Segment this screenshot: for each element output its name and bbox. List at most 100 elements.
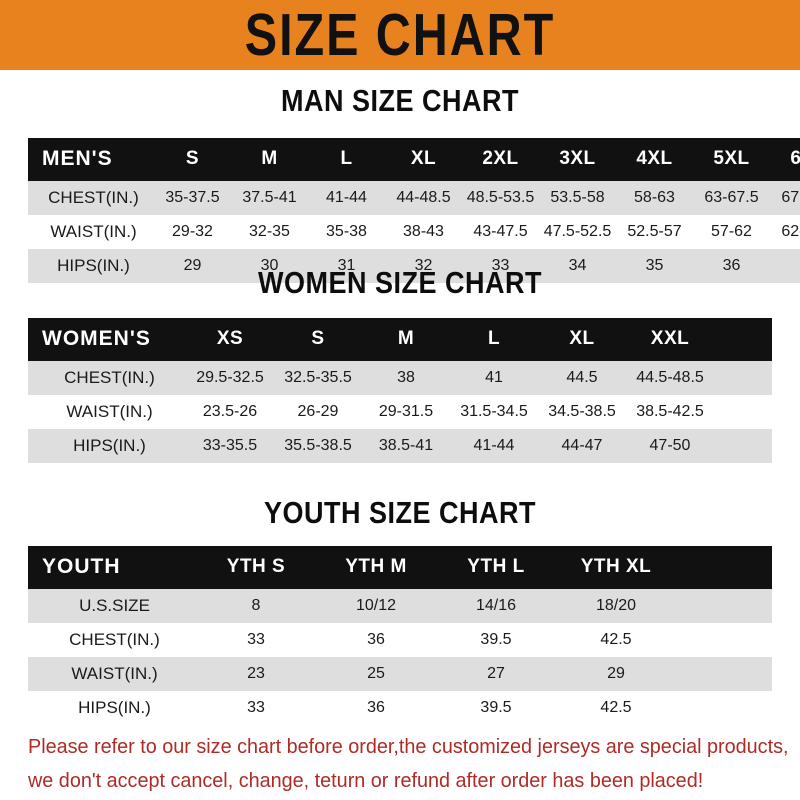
cell: 39.5 [480,699,512,716]
men-size-table: MEN'S S M L XL 2XL 3XL 4XL 5XL 6XL CHEST… [28,138,800,283]
women-col-header: XL [569,328,595,349]
cell: 32 [414,257,433,274]
cell: 33 [247,699,265,716]
cell: 44.5 [566,369,598,386]
cell: 41-44 [326,189,367,206]
row-label: CHEST(IN.) [69,630,160,649]
cell: 39.5 [480,631,512,648]
cell: 27 [487,665,505,682]
page-title: SIZE CHART [244,1,556,69]
cell: 26-29 [297,403,339,420]
men-col-header: XL [410,148,437,169]
cell: 23.5-26 [202,403,258,420]
cell: 31 [337,257,356,274]
women-col-header: L [487,328,501,349]
cell: 33-35.5 [202,437,258,454]
cell: 29.5-32.5 [196,369,264,386]
row-label: WAIST(IN.) [71,664,158,683]
order-disclaimer: Please refer to our size chart before or… [28,730,789,798]
cell: 10/12 [355,597,397,614]
cell-spacer [714,395,772,429]
youth-table-header-label: YOUTH [42,555,121,578]
section-title-women: WOMEN SIZE CHART [258,266,542,300]
cell: 29-32 [172,223,213,240]
cell: 29 [607,665,625,682]
cell: 18/20 [595,597,637,614]
section-title-man: MAN SIZE CHART [281,84,519,118]
cell: 29-31.5 [378,403,434,420]
cell: 32.5-35.5 [284,369,352,386]
youth-table-header-row: YOUTH YTH S YTH M YTH L YTH XL [28,546,772,589]
row-label: HIPS(IN.) [78,698,151,717]
table-row: CHEST(IN.) 33 36 39.5 42.5 [28,623,772,657]
table-row: U.S.SIZE 8 10/12 14/16 18/20 [28,589,772,623]
cell-spacer [676,623,772,657]
table-row: HIPS(IN.) 33-35.5 35.5-38.5 38.5-41 41-4… [28,429,772,463]
cell: 62-66.5 [781,223,800,240]
cell: 58-63 [634,189,675,206]
cell: 14/16 [475,597,517,614]
cell: 31.5-34.5 [460,403,528,420]
cell: 29 [183,257,202,274]
cell: 47.5-52.5 [543,223,612,240]
cell-spacer [676,589,772,623]
cell: 57-62 [711,223,752,240]
row-label: CHEST(IN.) [48,188,139,207]
men-table-header-row: MEN'S S M L XL 2XL 3XL 4XL 5XL 6XL [28,138,800,181]
men-table-header-label: MEN'S [42,147,113,170]
cell: 38 [397,369,415,386]
disclaimer-line-1: Please refer to our size chart before or… [28,736,789,758]
cell: 36 [367,699,385,716]
women-header-spacer [714,318,772,361]
row-label: HIPS(IN.) [57,256,130,275]
youth-col-header: YTH S [226,556,286,577]
table-row: WAIST(IN.) 29-32 32-35 35-38 38-43 43-47… [28,215,800,249]
cell: 38.5-41 [378,437,434,454]
table-row: HIPS(IN.) 33 36 39.5 42.5 [28,691,772,725]
page-banner: SIZE CHART [0,0,800,70]
cell: 44-47 [561,437,603,454]
cell: 35-38 [326,223,367,240]
disclaimer-line-2: we don't accept cancel, change, teturn o… [28,770,704,792]
row-label: CHEST(IN.) [64,368,155,387]
cell: 33 [491,257,510,274]
table-row: CHEST(IN.) 35-37.5 37.5-41 41-44 44-48.5… [28,181,800,215]
women-col-header: XS [216,328,244,349]
cell: 42.5 [600,631,632,648]
cell: 47-50 [649,437,691,454]
cell: 42.5 [600,699,632,716]
cell: 38.5-42.5 [636,403,704,420]
cell: 34 [568,257,587,274]
women-col-header: S [311,328,325,349]
cell: 44.5-48.5 [636,369,704,386]
cell: 41-44 [473,437,515,454]
table-row: CHEST(IN.) 29.5-32.5 32.5-35.5 38 41 44.… [28,361,772,395]
women-table-header-label: WOMEN'S [42,327,151,350]
men-col-header: 4XL [636,148,673,169]
row-label: HIPS(IN.) [73,436,146,455]
cell: 30 [260,257,279,274]
men-col-header: S [185,148,200,169]
cell: 35-37.5 [165,189,220,206]
cell: 36 [367,631,385,648]
cell: 52.5-57 [627,223,682,240]
cell: 34.5-38.5 [548,403,616,420]
row-label: WAIST(IN.) [66,402,153,421]
table-row: HIPS(IN.) 29 30 31 32 33 34 35 36 37 [28,249,800,283]
cell: 38-43 [403,223,444,240]
cell-spacer [676,657,772,691]
cell: 63-67.5 [704,189,759,206]
women-size-table: WOMEN'S XS S M L XL XXL CHEST(IN.) 29.5-… [28,318,772,463]
cell-spacer [714,429,772,463]
cell: 25 [367,665,385,682]
cell: 35 [645,257,664,274]
youth-size-table: YOUTH YTH S YTH M YTH L YTH XL U.S.SIZE … [28,546,772,725]
women-col-header: XXL [650,328,690,349]
youth-col-header: YTH L [467,556,525,577]
women-table-header-row: WOMEN'S XS S M L XL XXL [28,318,772,361]
youth-col-header: YTH XL [580,556,652,577]
men-col-header: 6XL [790,148,800,169]
row-label: WAIST(IN.) [50,222,137,241]
women-col-header: M [397,328,415,349]
